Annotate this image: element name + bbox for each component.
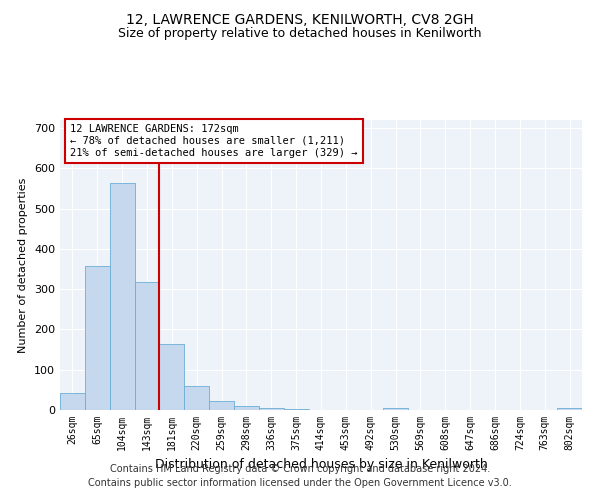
Bar [383,408,408,410]
Bar [284,409,308,410]
Bar [60,393,85,410]
Bar [234,406,259,410]
Bar [134,282,160,410]
Bar [160,344,184,410]
Text: Contains HM Land Registry data © Crown copyright and database right 2024.
Contai: Contains HM Land Registry data © Crown c… [88,464,512,487]
Y-axis label: Number of detached properties: Number of detached properties [19,178,28,352]
Text: 12, LAWRENCE GARDENS, KENILWORTH, CV8 2GH: 12, LAWRENCE GARDENS, KENILWORTH, CV8 2G… [126,12,474,26]
Text: 12 LAWRENCE GARDENS: 172sqm
← 78% of detached houses are smaller (1,211)
21% of : 12 LAWRENCE GARDENS: 172sqm ← 78% of det… [70,124,358,158]
Bar [259,408,284,410]
Bar [209,401,234,410]
Bar [85,266,110,410]
Bar [184,386,209,410]
X-axis label: Distribution of detached houses by size in Kenilworth: Distribution of detached houses by size … [155,458,487,471]
Bar [557,408,582,410]
Bar [110,183,134,410]
Text: Size of property relative to detached houses in Kenilworth: Size of property relative to detached ho… [118,28,482,40]
